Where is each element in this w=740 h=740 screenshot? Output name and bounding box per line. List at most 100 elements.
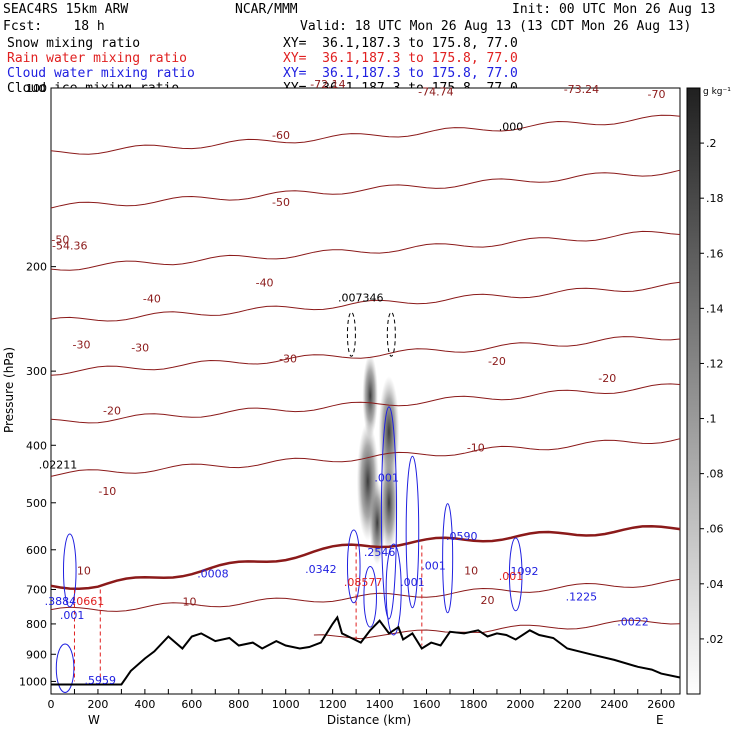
colorbar-label-8: .18 bbox=[706, 192, 724, 205]
temp-contour-m50 bbox=[50, 230, 681, 271]
extremum-label-18: .3884 bbox=[45, 595, 77, 608]
x-tick-label-0: 0 bbox=[48, 698, 55, 711]
temp-contour-10 bbox=[50, 578, 681, 612]
colorbar-label-6: .14 bbox=[706, 302, 724, 315]
extremum-label-3: -54.36 bbox=[52, 239, 87, 252]
extremum-label-8: .0590 bbox=[446, 530, 478, 543]
y-tick-label-400: 400 bbox=[26, 439, 47, 452]
colorbar-label-1: .04 bbox=[706, 578, 724, 591]
temp-label-15: 10 bbox=[182, 596, 196, 609]
extremum-label-14: .001 bbox=[499, 570, 524, 583]
temp-contour-m10 bbox=[50, 438, 681, 477]
y-tick-label-800: 800 bbox=[26, 618, 47, 631]
extremum-label-11: .0008 bbox=[197, 567, 229, 580]
extremum-label-5: .007346 bbox=[338, 292, 384, 305]
cloud-water-contour-2 bbox=[405, 455, 420, 609]
valid-time: Valid: 18 UTC Mon 26 Aug 13 (13 CDT Mon … bbox=[300, 19, 692, 34]
temp-contour-20 bbox=[313, 619, 681, 640]
temp-label-14: 10 bbox=[77, 564, 91, 577]
extremum-label-2: -73.24 bbox=[564, 83, 599, 96]
extremum-label-6: .02211 bbox=[39, 459, 78, 472]
extremum-label-0: -72.14 bbox=[310, 78, 345, 91]
cloud-water-contour-5 bbox=[62, 533, 77, 608]
cloud-water-contour-7 bbox=[363, 565, 377, 628]
x-tick-label-2200: 2200 bbox=[553, 698, 581, 711]
y-tick-label-100: 100 bbox=[26, 82, 47, 95]
init-time: Init: 00 UTC Mon 26 Aug 13 bbox=[512, 2, 716, 17]
colorbar-label-5: .12 bbox=[706, 357, 724, 370]
temp-contour-m70 bbox=[50, 114, 681, 155]
colorbar-label-2: .06 bbox=[706, 523, 724, 536]
cloud-water-contour-6 bbox=[55, 643, 75, 693]
x-tick-label-1600: 1600 bbox=[413, 698, 441, 711]
west-label: W bbox=[88, 713, 100, 727]
temp-label-13: -10 bbox=[467, 442, 485, 455]
temp-label-16: 10 bbox=[464, 564, 478, 577]
colorbar-label-7: .16 bbox=[706, 247, 724, 260]
extremum-label-9: .0342 bbox=[305, 563, 337, 576]
y-tick-label-600: 600 bbox=[26, 544, 47, 557]
x-tick-label-200: 200 bbox=[87, 698, 108, 711]
field-snow-xy: XY= 36.1,187.3 to 175.8, 77.0 bbox=[283, 36, 518, 51]
temp-label-5: -40 bbox=[256, 276, 274, 289]
temp-contour-0 bbox=[50, 524, 681, 591]
temp-label-6: -30 bbox=[73, 339, 91, 352]
colorbar: g kg⁻¹ .02 .04 .06 .08 .1 .12 .14 .16 .18 .2 bbox=[686, 87, 731, 695]
cloud-ice-contour-1 bbox=[386, 311, 396, 357]
colorbar-ramp bbox=[686, 87, 701, 695]
temp-contour-m40 bbox=[50, 281, 681, 322]
extremum-label-13: .1092 bbox=[507, 565, 539, 578]
extremum-label-7: .001 bbox=[374, 471, 399, 484]
colorbar-label-3: .08 bbox=[706, 468, 724, 481]
colorbar-label-0: .02 bbox=[706, 633, 724, 646]
snow-shading-0 bbox=[362, 353, 378, 438]
cloud-ice-contour-0 bbox=[346, 311, 356, 357]
x-tick-label-600: 600 bbox=[181, 698, 202, 711]
y-tick-label-500: 500 bbox=[26, 497, 47, 510]
field-snow-name: Snow mixing ratio bbox=[7, 36, 141, 51]
temp-label-12: -10 bbox=[98, 485, 116, 498]
extremum-label-10: .2546 bbox=[364, 546, 396, 559]
x-tick-label-1200: 1200 bbox=[319, 698, 347, 711]
extremum-label-12: .001 bbox=[421, 560, 446, 573]
x-tick-label-2000: 2000 bbox=[506, 698, 534, 711]
temp-label-3: -50 bbox=[272, 196, 290, 209]
temp-label-9: -20 bbox=[103, 405, 121, 418]
extremum-label-4: .000 bbox=[499, 121, 524, 134]
colorbar-units: g kg⁻¹ bbox=[703, 87, 731, 97]
y-tick-label-300: 300 bbox=[26, 365, 47, 378]
x-tick-label-1800: 1800 bbox=[459, 698, 487, 711]
cloud-water-contour-1 bbox=[380, 406, 398, 620]
extremum-label-20: .001 bbox=[60, 609, 85, 622]
temp-label-11: -20 bbox=[598, 372, 616, 385]
x-tick-label-400: 400 bbox=[134, 698, 155, 711]
y-tick-label-1000: 1000 bbox=[19, 675, 47, 688]
center-title: NCAR/MMM bbox=[235, 2, 298, 17]
x-tick-label-1000: 1000 bbox=[272, 698, 300, 711]
temp-contour-m20 bbox=[50, 383, 681, 424]
extremum-label-22: .5959 bbox=[85, 674, 117, 687]
y-axis-label: Pressure (hPa) bbox=[2, 347, 16, 433]
temp-label-2: -50 bbox=[51, 234, 69, 247]
temp-label-1: -60 bbox=[272, 129, 290, 142]
x-tick-label-1400: 1400 bbox=[366, 698, 394, 711]
model-title: SEAC4RS 15km ARW bbox=[3, 2, 129, 17]
colorbar-label-4: .1 bbox=[706, 413, 717, 426]
temp-label-10: -20 bbox=[488, 355, 506, 368]
extremum-label-16: .001 bbox=[400, 576, 425, 589]
y-tick-label-200: 200 bbox=[26, 261, 47, 274]
extremum-label-19: .0661 bbox=[73, 595, 105, 608]
temp-label-0: -70 bbox=[648, 88, 666, 101]
temp-label-7: -30 bbox=[131, 342, 149, 355]
extremum-label-1: -74.74 bbox=[418, 86, 453, 99]
x-tick-label-800: 800 bbox=[228, 698, 249, 711]
field-cloud-water-name: Cloud water mixing ratio bbox=[7, 66, 195, 81]
cloud-water-contour-4 bbox=[508, 537, 523, 612]
x-axis-label: Distance (km) bbox=[327, 713, 411, 727]
extremum-label-15: .08577 bbox=[344, 576, 383, 589]
temp-label-8: -30 bbox=[279, 352, 297, 365]
terrain-line bbox=[51, 615, 681, 686]
extremum-label-17: .1225 bbox=[566, 591, 598, 604]
x-tick-label-2400: 2400 bbox=[600, 698, 628, 711]
